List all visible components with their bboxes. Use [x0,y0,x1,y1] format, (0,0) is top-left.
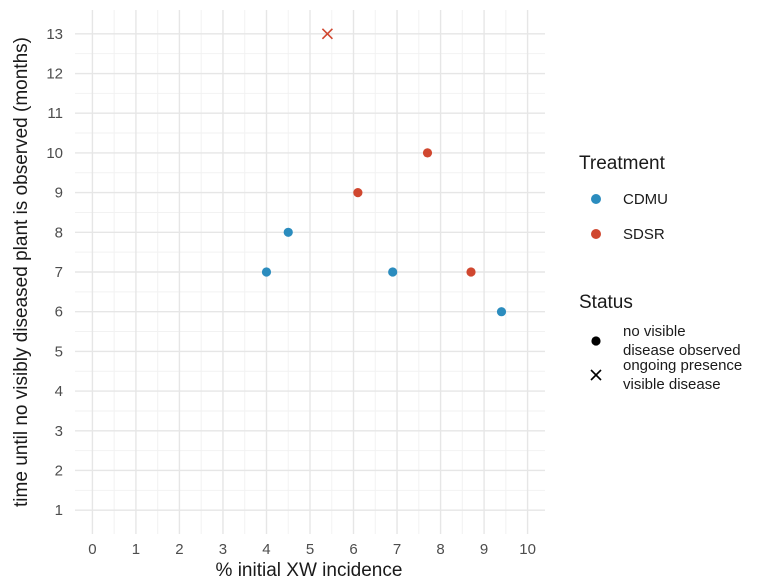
status-legend: Status no visible disease observedongoing… [579,292,742,393]
x-axis-title: % initial XW incidence [216,560,403,578]
x-tick-label: 8 [436,541,444,558]
y-tick-label: 12 [46,66,63,83]
data-point [261,267,272,277]
y-tick-label: 1 [55,502,63,519]
data-point [388,267,398,277]
x-tick-label: 0 [88,541,96,558]
y-tick-label: 3 [55,423,63,440]
x-tick-label: 4 [262,541,270,558]
data-point [353,188,363,198]
x-axis-ticks: 0 1 2 3 4 5 6 7 8 9 10 [88,541,536,558]
y-tick-label: 10 [46,145,63,162]
status-legend-title: Status [579,292,633,313]
legend-label-sdsr: SDSR [623,226,665,243]
legend-key-cdmu [591,194,601,204]
legend-key-circle [591,336,601,346]
y-axis-title: time until no visibly diseased plant is … [11,37,32,507]
legend-label-status: no visible disease observed [623,323,741,359]
y-tick-label: 6 [55,304,63,321]
treatment-legend-title: Treatment [579,153,666,174]
y-tick-label: 2 [55,462,63,479]
y-tick-label: 11 [47,105,63,122]
data-points [261,28,507,317]
x-tick-label: 7 [393,541,401,558]
legend-key-sdsr [591,229,601,239]
data-point [496,307,507,317]
data-point [283,227,293,237]
y-tick-label: 13 [46,26,63,43]
legend-label-cdmu: CDMU [623,191,668,208]
y-tick-label: 5 [55,343,63,360]
treatment-legend: Treatment CDMU SDSR [579,153,668,243]
grid [75,10,545,534]
x-tick-label: 10 [519,541,536,558]
data-point [466,267,476,277]
legend-key-cross [590,369,602,381]
x-tick-label: 5 [306,541,314,558]
x-tick-label: 2 [175,541,183,558]
y-tick-label: 7 [55,264,63,281]
y-tick-label: 4 [55,383,63,400]
x-tick-label: 9 [480,541,488,558]
y-tick-label: 9 [55,185,63,202]
data-point-cross [321,28,333,40]
data-point [422,148,433,158]
x-tick-label: 3 [219,541,227,558]
legend-label-status: ongoing presence visible disease [623,357,742,393]
y-tick-label: 8 [55,224,63,241]
x-tick-label: 1 [132,541,140,558]
x-tick-label: 6 [349,541,357,558]
